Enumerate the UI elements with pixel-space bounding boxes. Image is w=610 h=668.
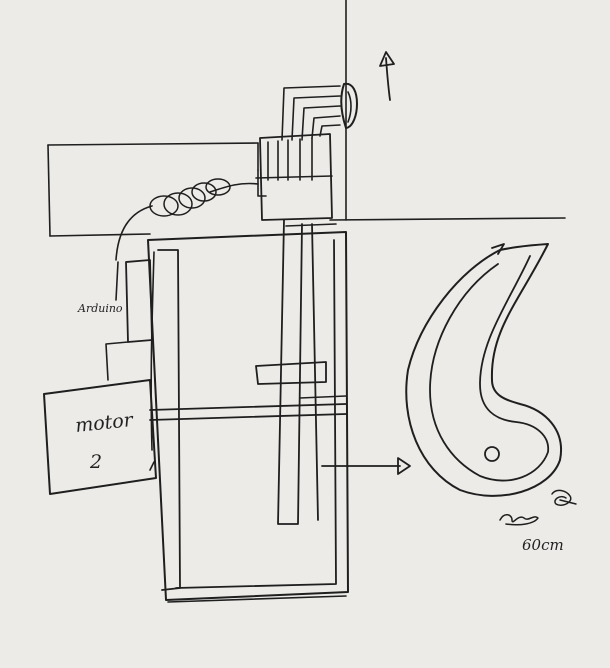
up-arrow-icon <box>379 51 395 101</box>
dimension-label: 60cm <box>522 536 564 554</box>
vertical-shaft <box>255 219 337 525</box>
motor-number-label: 2 <box>89 451 102 473</box>
arduino-label: Arduino <box>77 302 123 315</box>
wall-outline <box>47 0 566 237</box>
outlet-nozzle <box>340 82 358 129</box>
cable-coil <box>115 178 259 261</box>
top-gear-box <box>255 85 341 221</box>
right-arrow-icon <box>321 457 411 475</box>
scribble-marks <box>499 489 577 526</box>
motor-2-box <box>43 379 157 495</box>
cam-shape <box>405 243 563 497</box>
main-frame <box>147 231 349 603</box>
